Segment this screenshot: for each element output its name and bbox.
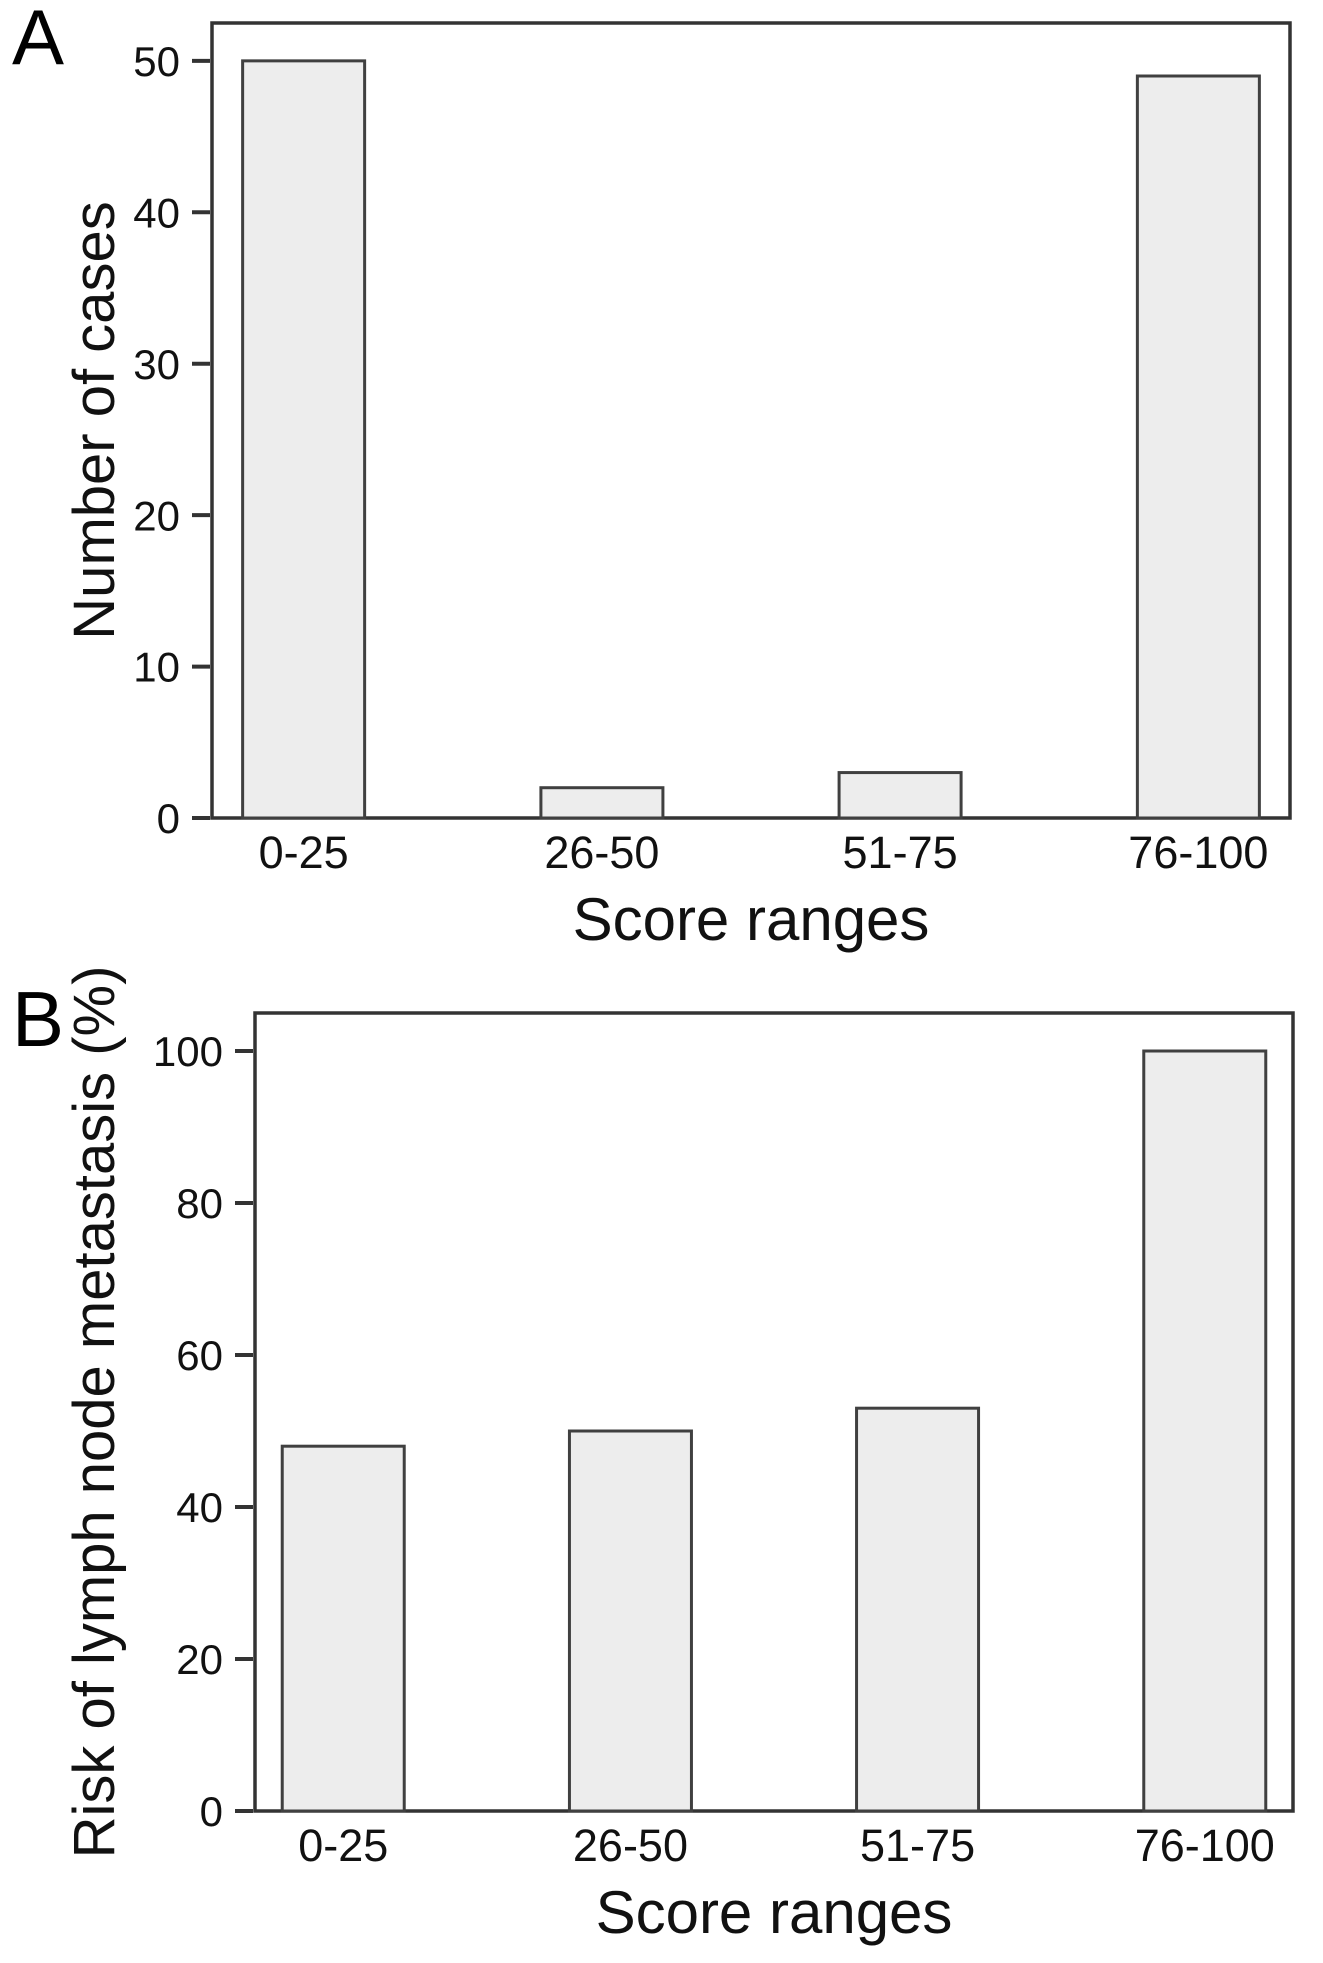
bar-0-25 bbox=[280, 1444, 406, 1813]
x-tick-label: 76-100 bbox=[1135, 1820, 1275, 1871]
bar-76-100 bbox=[1142, 1049, 1268, 1813]
plot-frame bbox=[253, 1011, 1295, 1813]
y-tick-label: 100 bbox=[153, 1028, 223, 1075]
panel-b-letter: B bbox=[12, 975, 64, 1063]
bar-76-100 bbox=[1135, 74, 1261, 820]
y-tick-label: 0 bbox=[200, 1788, 223, 1835]
y-tick-label: 0 bbox=[157, 795, 180, 842]
x-tick-label: 26-50 bbox=[573, 1820, 688, 1871]
bar-0-25 bbox=[241, 59, 367, 820]
bar-51-75 bbox=[837, 771, 963, 820]
y-tick-label: 10 bbox=[133, 644, 180, 691]
x-tick-label: 0-25 bbox=[259, 827, 349, 878]
bar-51-75 bbox=[855, 1406, 981, 1813]
y-tick-label: 50 bbox=[133, 38, 180, 85]
x-tick-label: 51-75 bbox=[860, 1820, 975, 1871]
chart-a-number-of-cases: 0 10 20 30 40 50 0-25 26-50 51-75 76-100 Score ran… bbox=[62, 21, 1292, 953]
panel-a-letter: A bbox=[12, 0, 64, 81]
y-tick-label: 80 bbox=[176, 1180, 223, 1227]
x-axis-title: Score ranges bbox=[596, 1879, 953, 1946]
y-tick-label: 40 bbox=[176, 1484, 223, 1531]
y-tick-label: 20 bbox=[133, 492, 180, 539]
bar-26-50 bbox=[539, 786, 665, 820]
y-tick-label: 20 bbox=[176, 1636, 223, 1683]
bar-26-50 bbox=[567, 1429, 693, 1813]
plot-frame bbox=[210, 21, 1292, 820]
y-tick-label: 30 bbox=[133, 341, 180, 388]
x-tick-label: 0-25 bbox=[298, 1820, 388, 1871]
chart-b-risk-of-lnm: 0 20 40 60 80 100 0-25 26-50 51-75 76-100 Score ra… bbox=[62, 966, 1295, 1946]
y-axis-title: Number of cases bbox=[62, 201, 127, 639]
x-axis-title: Score ranges bbox=[573, 886, 930, 953]
y-tick-label: 40 bbox=[133, 189, 180, 236]
x-tick-label: 76-100 bbox=[1128, 827, 1268, 878]
x-tick-label: 26-50 bbox=[544, 827, 659, 878]
y-tick-label: 60 bbox=[176, 1332, 223, 1379]
x-tick-label: 51-75 bbox=[843, 827, 958, 878]
y-axis-title: Risk of lymph node metastasis (%) bbox=[62, 966, 127, 1859]
